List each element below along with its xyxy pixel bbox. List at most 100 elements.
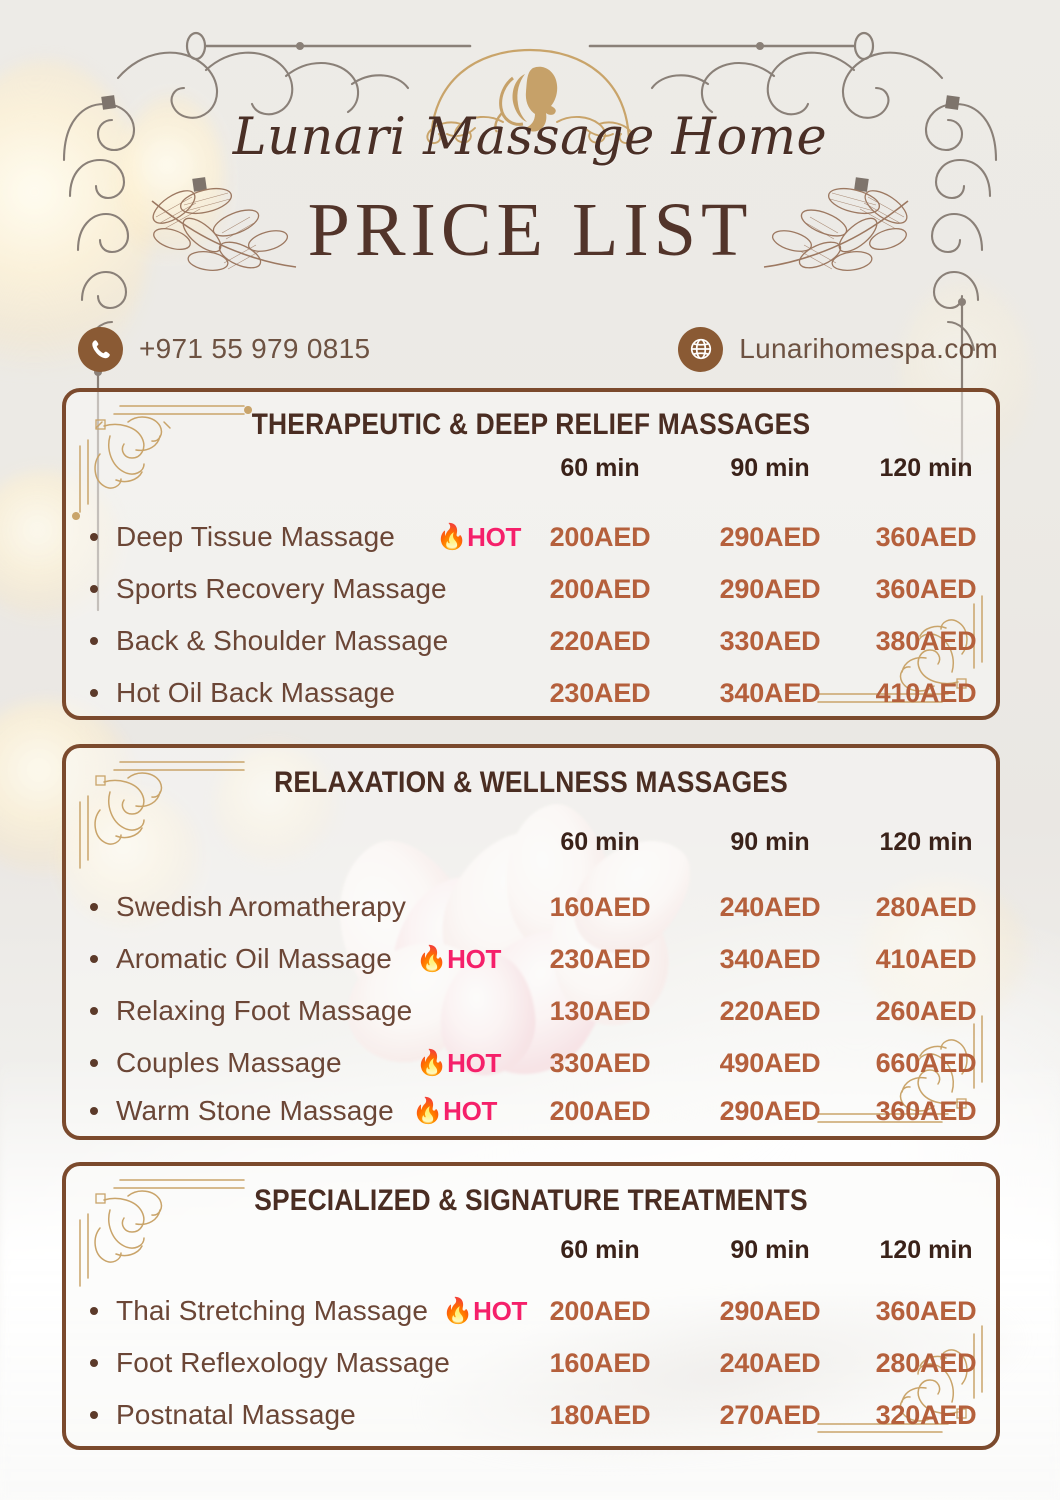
row-bullet [90, 689, 98, 697]
price-120: 360AED [875, 1095, 977, 1126]
column-header-120: 120 min [879, 454, 973, 482]
column-header-120: 120 min [879, 828, 973, 856]
fire-icon: 🔥 [412, 1096, 444, 1125]
price-90: 240AED [719, 1347, 821, 1378]
price-120: 410AED [875, 943, 977, 974]
table-row: Hot Oil Back Massage 230AED 340AED 410AE… [66, 670, 996, 716]
service-name: Sports Recovery Massage [116, 573, 447, 604]
section-card-specialized: SPECIALIZED & SIGNATURE TREATMENTS 60 mi… [62, 1162, 1000, 1450]
price-120: 260AED [875, 995, 977, 1026]
column-header-90: 90 min [730, 454, 810, 482]
hot-label: HOT [473, 1295, 528, 1326]
price-90: 340AED [719, 943, 821, 974]
fire-icon: 🔥 [416, 944, 448, 973]
woman-profile-icon [512, 66, 558, 132]
page-title: PRICE LIST [307, 188, 753, 272]
price-120: 410AED [875, 677, 977, 708]
table-row: Swedish Aromatherapy 160AED 240AED 280AE… [66, 884, 996, 930]
website-url: Lunarihomespa.com [739, 333, 998, 364]
hot-badge: 🔥 HOT [436, 522, 521, 553]
section-card-therapeutic: THERAPEUTIC & DEEP RELIEF MASSAGES 60 mi… [62, 388, 1000, 720]
service-name: Postnatal Massage [116, 1399, 356, 1430]
price-60: 180AED [549, 1399, 651, 1430]
hot-badge: 🔥 HOT [416, 1048, 501, 1079]
price-90: 330AED [719, 625, 821, 656]
column-header-60: 60 min [560, 1236, 640, 1264]
column-header-90: 90 min [730, 1236, 810, 1264]
service-name: Couples Massage [116, 1047, 342, 1078]
hot-badge: 🔥 HOT [412, 1096, 497, 1127]
service-name: Aromatic Oil Massage [116, 943, 392, 974]
column-header-90: 90 min [730, 828, 810, 856]
hot-badge: 🔥 HOT [416, 944, 501, 975]
price-90: 240AED [719, 891, 821, 922]
hot-label: HOT [467, 521, 522, 552]
price-120: 380AED [875, 625, 977, 656]
price-120: 320AED [875, 1399, 977, 1430]
price-120: 360AED [875, 573, 977, 604]
price-90: 270AED [719, 1399, 821, 1430]
row-bullet [90, 1359, 98, 1367]
leaf-sprig-left [151, 187, 296, 271]
price-120: 280AED [875, 1347, 977, 1378]
row-bullet [90, 533, 98, 541]
column-header-60: 60 min [560, 454, 640, 482]
price-60: 160AED [549, 1347, 651, 1378]
row-bullet [90, 585, 98, 593]
column-header-60: 60 min [560, 828, 640, 856]
table-row: Sports Recovery Massage 200AED 290AED 36… [66, 566, 996, 612]
price-60: 230AED [549, 677, 651, 708]
globe-icon [678, 326, 724, 372]
row-bullet [90, 1059, 98, 1067]
row-bullet [90, 1107, 98, 1115]
header: Lunari Massage Home [0, 0, 1060, 390]
price-60: 330AED [549, 1047, 651, 1078]
website-contact[interactable]: Lunarihomespa.com [678, 326, 998, 372]
service-name: Hot Oil Back Massage [116, 677, 395, 708]
phone-icon [78, 326, 123, 372]
section-title: RELAXATION & WELLNESS MASSAGES [274, 766, 788, 799]
price-90: 220AED [719, 995, 821, 1026]
table-row: Warm Stone Massage 🔥 HOT 200AED 290AED 3… [66, 1088, 996, 1134]
brand-logo [415, 44, 645, 149]
row-bullet [90, 1411, 98, 1419]
column-header-120: 120 min [879, 1236, 973, 1264]
hot-label: HOT [447, 1047, 502, 1078]
price-60: 230AED [549, 943, 651, 974]
price-90: 290AED [719, 1095, 821, 1126]
table-row: Back & Shoulder Massage 220AED 330AED 38… [66, 618, 996, 664]
brand-name: Lunari Massage Home [232, 108, 828, 167]
service-name: Foot Reflexology Massage [116, 1347, 450, 1378]
fire-icon: 🔥 [416, 1048, 448, 1077]
section-title: THERAPEUTIC & DEEP RELIEF MASSAGES [251, 408, 811, 441]
price-60: 200AED [549, 1095, 651, 1126]
phone-contact[interactable]: +971 55 979 0815 [78, 326, 371, 372]
title-row: PRICE LIST [0, 180, 1060, 280]
row-bullet [90, 955, 98, 963]
price-60: 200AED [549, 1295, 651, 1326]
row-bullet [90, 1007, 98, 1015]
table-row: Couples Massage 🔥 HOT 330AED 490AED 660A… [66, 1040, 996, 1086]
row-bullet [90, 637, 98, 645]
price-90: 340AED [719, 677, 821, 708]
price-90: 490AED [719, 1047, 821, 1078]
column-headers: 60 min 90 min 120 min [66, 454, 996, 488]
hot-badge: 🔥 HOT [442, 1296, 527, 1327]
table-row: Relaxing Foot Massage 130AED 220AED 260A… [66, 988, 996, 1034]
service-name: Thai Stretching Massage [116, 1295, 429, 1326]
service-name: Back & Shoulder Massage [116, 625, 449, 656]
price-60: 160AED [549, 891, 651, 922]
price-90: 290AED [719, 573, 821, 604]
service-name: Relaxing Foot Massage [116, 995, 413, 1026]
row-bullet [90, 903, 98, 911]
phone-number: +971 55 979 0815 [139, 333, 371, 364]
section-title: SPECIALIZED & SIGNATURE TREATMENTS [254, 1184, 808, 1217]
price-60: 200AED [549, 573, 651, 604]
service-name: Deep Tissue Massage [116, 521, 395, 552]
hot-label: HOT [443, 1095, 498, 1126]
price-120: 660AED [875, 1047, 977, 1078]
table-row: Aromatic Oil Massage 🔥 HOT 230AED 340AED… [66, 936, 996, 982]
fire-icon: 🔥 [436, 522, 468, 551]
contact-row: +971 55 979 0815 Lunarihomespa.com [78, 318, 998, 380]
row-bullet [90, 1307, 98, 1315]
